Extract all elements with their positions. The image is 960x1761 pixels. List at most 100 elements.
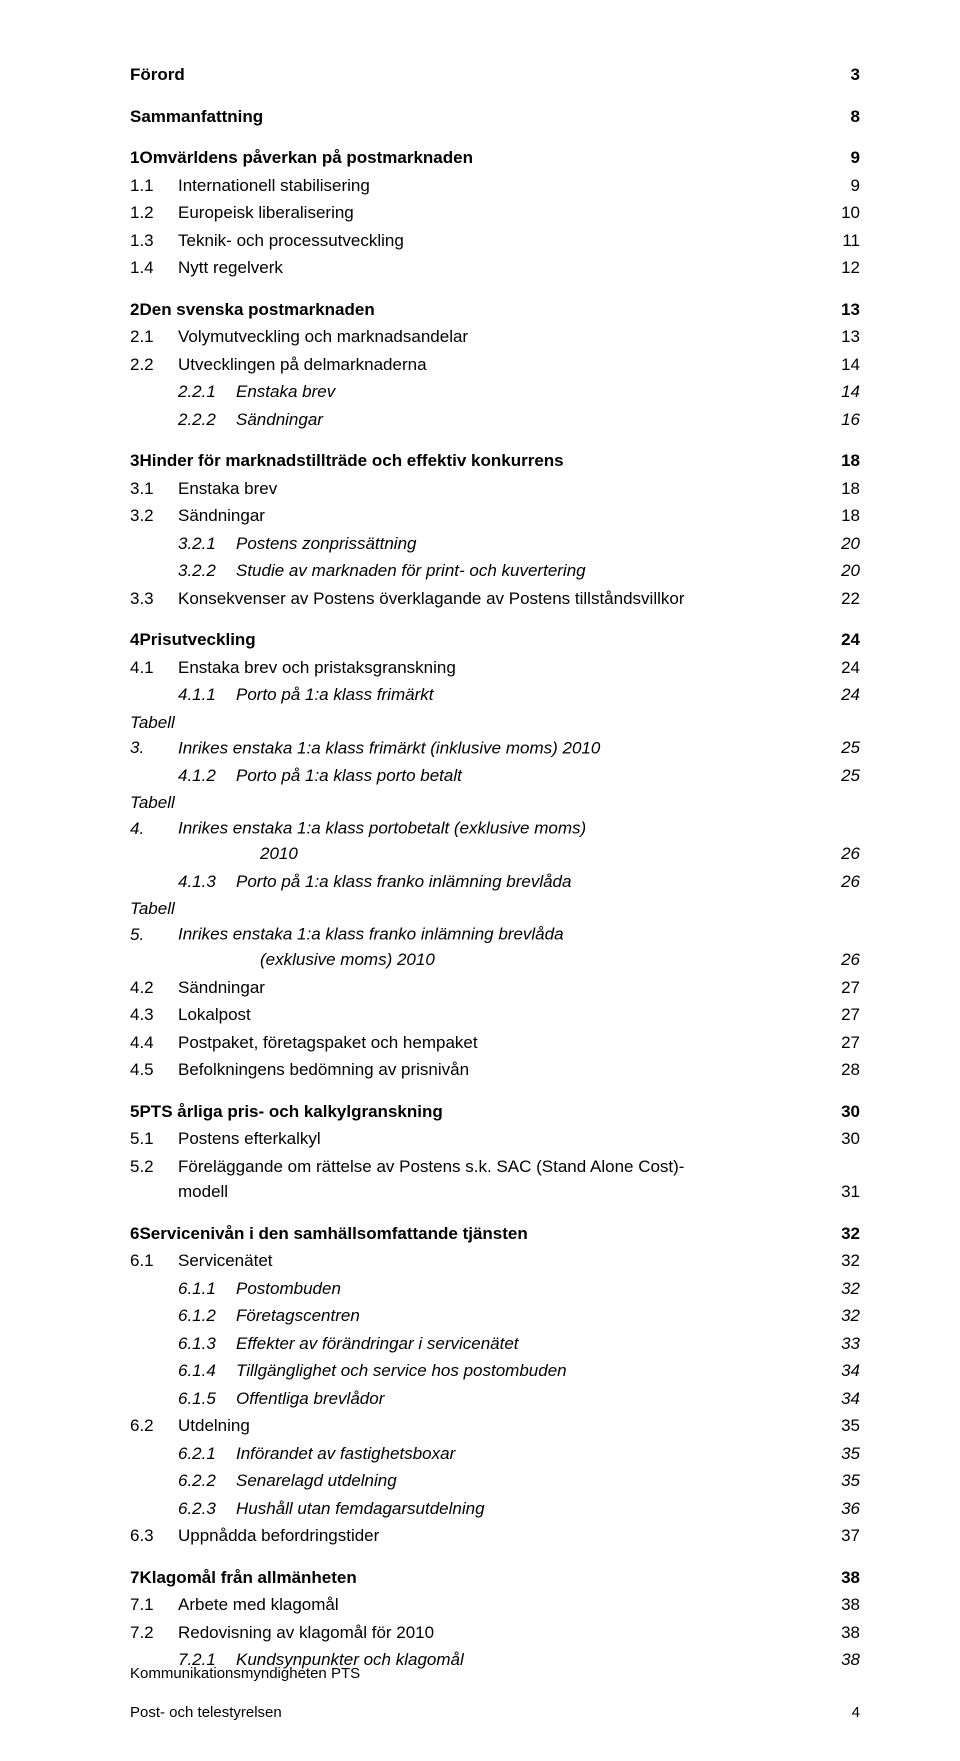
- footer-page-number: 4: [852, 1704, 860, 1721]
- toc-section: 3Hinder för marknadstillträde och effekt…: [130, 448, 860, 474]
- toc-number: 6.1.5: [178, 1386, 236, 1412]
- toc-label: Postens zonprissättning: [236, 534, 417, 553]
- toc-page: 30: [820, 1126, 860, 1152]
- toc-page: 13: [820, 324, 860, 350]
- toc-entry: 2.2.1Enstaka brev14: [130, 379, 860, 405]
- toc-entry: 1.3Teknik- och processutveckling11: [130, 228, 860, 254]
- toc-number: 3.3: [130, 586, 178, 612]
- toc-page: 26: [820, 947, 860, 973]
- toc-entry: Tabell 3.Inrikes enstaka 1:a klass frimä…: [130, 710, 860, 761]
- toc-entry: 3.2Sändningar18: [130, 503, 860, 529]
- toc-number: 6.1.3: [178, 1331, 236, 1357]
- toc-entry: 3.2.1Postens zonprissättning20: [130, 531, 860, 557]
- toc-label: Inrikes enstaka 1:a klass frimärkt (inkl…: [178, 738, 600, 757]
- toc-page: 24: [820, 627, 860, 653]
- toc-label: Inrikes enstaka 1:a klass franko inlämni…: [178, 925, 564, 944]
- toc-page: 34: [820, 1386, 860, 1412]
- toc-label: Enstaka brev: [236, 382, 335, 401]
- toc-page: 9: [820, 173, 860, 199]
- toc-label-cont: 2010: [130, 841, 820, 867]
- toc-number: 2.1: [130, 324, 178, 350]
- toc-number: 4.1.3: [178, 869, 236, 895]
- toc-number: 5.2: [130, 1154, 178, 1180]
- toc-label: Postpaket, företagspaket och hempaket: [178, 1033, 478, 1052]
- toc-page: 24: [820, 655, 860, 681]
- toc-label: Redovisning av klagomål för 2010: [178, 1623, 434, 1642]
- toc-section: Förord 3: [130, 62, 860, 88]
- toc-label: Hinder för marknadstillträde och effekti…: [139, 451, 563, 470]
- toc-label: Inrikes enstaka 1:a klass portobetalt (e…: [178, 819, 586, 838]
- toc-page: 32: [820, 1221, 860, 1247]
- toc-label: Studie av marknaden för print- och kuver…: [236, 561, 586, 580]
- toc-entry: 7.2Redovisning av klagomål för 201038: [130, 1620, 860, 1646]
- toc-number: 4.5: [130, 1057, 178, 1083]
- toc-label: Utdelning: [178, 1416, 250, 1435]
- toc-label: Införandet av fastighetsboxar: [236, 1444, 455, 1463]
- toc-entry: 5.2Föreläggande om rättelse av Postens s…: [130, 1154, 860, 1180]
- toc-page: 25: [820, 735, 860, 761]
- toc-entry: 1.4Nytt regelverk12: [130, 255, 860, 281]
- toc-page: 20: [820, 558, 860, 584]
- toc-number: 7.1: [130, 1592, 178, 1618]
- toc-page: 38: [820, 1565, 860, 1591]
- toc-number: 4.1.1: [178, 682, 236, 708]
- toc-label: Prisutveckling: [139, 630, 255, 649]
- toc-number: 6.1.4: [178, 1358, 236, 1384]
- toc-label: Postens efterkalkyl: [178, 1129, 321, 1148]
- toc-entry-cont: modell31: [130, 1179, 860, 1205]
- toc-label: Sändningar: [236, 410, 323, 429]
- toc-page: 36: [820, 1496, 860, 1522]
- toc-label: Servicenivån i den samhällsomfattande tj…: [139, 1224, 527, 1243]
- toc-number: 3.1: [130, 476, 178, 502]
- toc-label: Den svenska postmarknaden: [139, 300, 374, 319]
- toc-number: 5.1: [130, 1126, 178, 1152]
- toc-entry: 7.1Arbete med klagomål38: [130, 1592, 860, 1618]
- toc-entry: 6.2.3Hushåll utan femdagarsutdelning36: [130, 1496, 860, 1522]
- toc-number: 3.2.1: [178, 531, 236, 557]
- toc-page: 37: [820, 1523, 860, 1549]
- toc-label: Uppnådda befordringstider: [178, 1526, 379, 1545]
- toc-page: 22: [820, 586, 860, 612]
- toc-page: 18: [820, 448, 860, 474]
- toc-page: 35: [820, 1413, 860, 1439]
- toc-entry: 4.1.3Porto på 1:a klass franko inlämning…: [130, 869, 860, 895]
- toc-entry: 6.1Servicenätet32: [130, 1248, 860, 1274]
- toc-number: 6.2.2: [178, 1468, 236, 1494]
- toc-page: 33: [820, 1331, 860, 1357]
- toc-label: Föreläggande om rättelse av Postens s.k.…: [178, 1157, 684, 1176]
- toc-page: 18: [820, 503, 860, 529]
- toc-number: 1.3: [130, 228, 178, 254]
- toc-number: 6.2.3: [178, 1496, 236, 1522]
- toc-number: 2.2.2: [178, 407, 236, 433]
- toc-page: 35: [820, 1468, 860, 1494]
- toc-number: 2.2.1: [178, 379, 236, 405]
- toc-label: Befolkningens bedömning av prisnivån: [178, 1060, 469, 1079]
- toc-entry: 1.2Europeisk liberalisering10: [130, 200, 860, 226]
- toc-number: 7.2: [130, 1620, 178, 1646]
- toc-label: Porto på 1:a klass frimärkt: [236, 685, 433, 704]
- toc-label: PTS årliga pris- och kalkylgranskning: [139, 1102, 442, 1121]
- toc-label: Teknik- och processutveckling: [178, 231, 404, 250]
- toc-entry: 6.1.1Postombuden32: [130, 1276, 860, 1302]
- table-of-contents: Förord3Sammanfattning81Omvärldens påverk…: [130, 62, 860, 1673]
- toc-entry: 4.1.1Porto på 1:a klass frimärkt24: [130, 682, 860, 708]
- toc-section: 2Den svenska postmarknaden13: [130, 297, 860, 323]
- toc-page: 8: [820, 104, 860, 130]
- toc-number: 6.1: [130, 1248, 178, 1274]
- toc-label: Förord: [130, 65, 185, 84]
- toc-entry: 6.2Utdelning35: [130, 1413, 860, 1439]
- toc-number: 1.1: [130, 173, 178, 199]
- toc-label: Porto på 1:a klass porto betalt: [236, 766, 462, 785]
- toc-entry: 5.1Postens efterkalkyl 30: [130, 1126, 860, 1152]
- toc-entry: 3.1Enstaka brev18: [130, 476, 860, 502]
- toc-label: Omvärldens påverkan på postmarknaden: [139, 148, 473, 167]
- toc-entry: 6.1.5Offentliga brevlådor34: [130, 1386, 860, 1412]
- toc-entry: 4.4Postpaket, företagspaket och hempaket…: [130, 1030, 860, 1056]
- toc-label: Lokalpost: [178, 1005, 251, 1024]
- toc-page: 3: [820, 62, 860, 88]
- toc-number: 1.4: [130, 255, 178, 281]
- toc-number: 6.1.1: [178, 1276, 236, 1302]
- toc-page: 26: [820, 869, 860, 895]
- toc-label: Sammanfattning: [130, 107, 263, 126]
- toc-label: Utvecklingen på delmarknaderna: [178, 355, 427, 374]
